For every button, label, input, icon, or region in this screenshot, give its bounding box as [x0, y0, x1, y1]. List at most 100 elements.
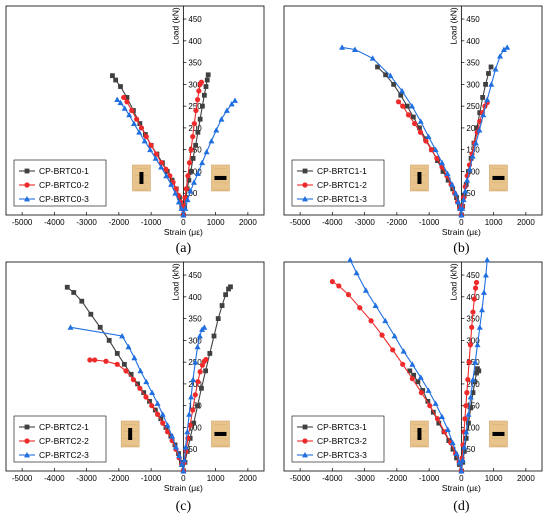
y-tick-label: 250 — [466, 102, 480, 111]
data-point — [458, 468, 465, 474]
x-tick-label: 1000 — [485, 218, 503, 227]
data-point — [143, 378, 150, 385]
legend-box — [13, 159, 107, 207]
gauge-inset-vertical — [132, 164, 151, 192]
y-tick-label: 250 — [188, 102, 202, 111]
data-point — [110, 73, 115, 79]
data-point — [134, 116, 140, 122]
x-tick-label: 1000 — [207, 474, 225, 483]
data-point — [203, 84, 209, 89]
data-point — [398, 92, 404, 98]
data-point — [452, 190, 459, 196]
data-point — [474, 125, 480, 131]
data-point — [172, 444, 179, 450]
wood-grain — [213, 437, 228, 440]
y-tick-label: 50 — [188, 189, 197, 198]
data-point — [197, 369, 203, 375]
legend-marker — [24, 438, 30, 444]
chart-panel-2: -5000 -4000 -3000 -2000 -1000 0 1000 2000501001… — [283, 5, 543, 237]
series-line — [123, 97, 184, 216]
data-point — [183, 448, 189, 455]
data-point — [182, 444, 189, 450]
data-point — [345, 292, 352, 298]
x-axis-label: Strain (με) — [164, 227, 203, 237]
data-point — [152, 155, 159, 161]
data-point — [193, 107, 199, 114]
data-point — [180, 468, 187, 474]
x-axis-label: Strain (με) — [442, 483, 481, 493]
gauge-chip — [139, 171, 144, 184]
data-point — [158, 416, 164, 422]
data-point — [465, 411, 472, 417]
data-point — [375, 64, 380, 70]
data-point — [347, 256, 354, 263]
data-point — [178, 461, 185, 467]
data-point — [199, 385, 204, 391]
data-point — [141, 390, 147, 396]
data-point — [79, 298, 85, 304]
data-point — [196, 333, 203, 339]
data-point — [147, 146, 154, 153]
data-point — [462, 416, 468, 422]
data-point — [472, 285, 479, 291]
data-point — [449, 181, 456, 187]
data-point — [213, 127, 220, 133]
data-point — [186, 160, 193, 166]
x-tick-label: -5000 — [290, 474, 311, 483]
legend-label: CP-BRTC3-2 — [317, 436, 367, 446]
gauge-chip — [417, 427, 422, 440]
data-point — [391, 81, 397, 87]
data-point — [417, 129, 424, 135]
data-point — [357, 305, 363, 311]
data-point — [445, 177, 451, 183]
data-point — [455, 198, 462, 205]
wood-grain — [412, 444, 427, 447]
data-point — [163, 166, 169, 172]
x-tick-label: -1000 — [419, 218, 440, 227]
data-point — [459, 205, 466, 211]
data-point — [117, 99, 124, 106]
plot-frame — [283, 5, 543, 216]
y-tick-label: 200 — [466, 124, 480, 133]
data-point — [184, 196, 191, 203]
data-point — [183, 186, 189, 192]
legend-label: CP-BRTC1-1 — [317, 166, 367, 176]
panel-label: (a) — [176, 241, 192, 256]
wood-grain — [134, 167, 149, 170]
y-tick-label: 450 — [188, 15, 202, 24]
data-point — [191, 179, 198, 185]
plot-frame — [5, 261, 265, 472]
data-point — [97, 324, 103, 330]
x-tick-label: -3000 — [76, 474, 97, 483]
data-point — [470, 390, 476, 396]
legend-marker — [24, 182, 30, 188]
data-point — [215, 316, 221, 322]
data-point — [417, 125, 422, 131]
data-point — [459, 457, 466, 463]
data-point — [470, 309, 476, 315]
data-point — [351, 46, 358, 52]
data-point — [143, 134, 149, 140]
data-point — [187, 422, 193, 428]
y-tick-label: 100 — [188, 167, 202, 176]
legend-marker — [24, 196, 30, 202]
y-tick-label: 100 — [188, 423, 202, 432]
data-point — [129, 107, 135, 114]
data-point — [464, 177, 471, 183]
data-point — [130, 376, 136, 383]
data-point — [154, 400, 161, 406]
x-tick-label: 2000 — [239, 474, 257, 483]
data-point — [219, 303, 225, 308]
data-point — [191, 120, 197, 127]
legend-label: CP-BRTC0-1 — [39, 166, 89, 176]
data-point — [387, 72, 394, 79]
panel-label: (d) — [453, 499, 470, 514]
data-point — [404, 103, 410, 109]
data-point — [458, 212, 465, 218]
chart-panel-4: -5000 -4000 -3000 -2000 -1000 0 1000 2000 50 100 1… — [283, 256, 543, 493]
data-point — [118, 84, 123, 89]
data-point — [446, 438, 452, 443]
legend-marker — [24, 424, 30, 430]
legend-label: CP-BRTC3-3 — [317, 450, 367, 460]
x-tick-label: -4000 — [44, 474, 65, 483]
